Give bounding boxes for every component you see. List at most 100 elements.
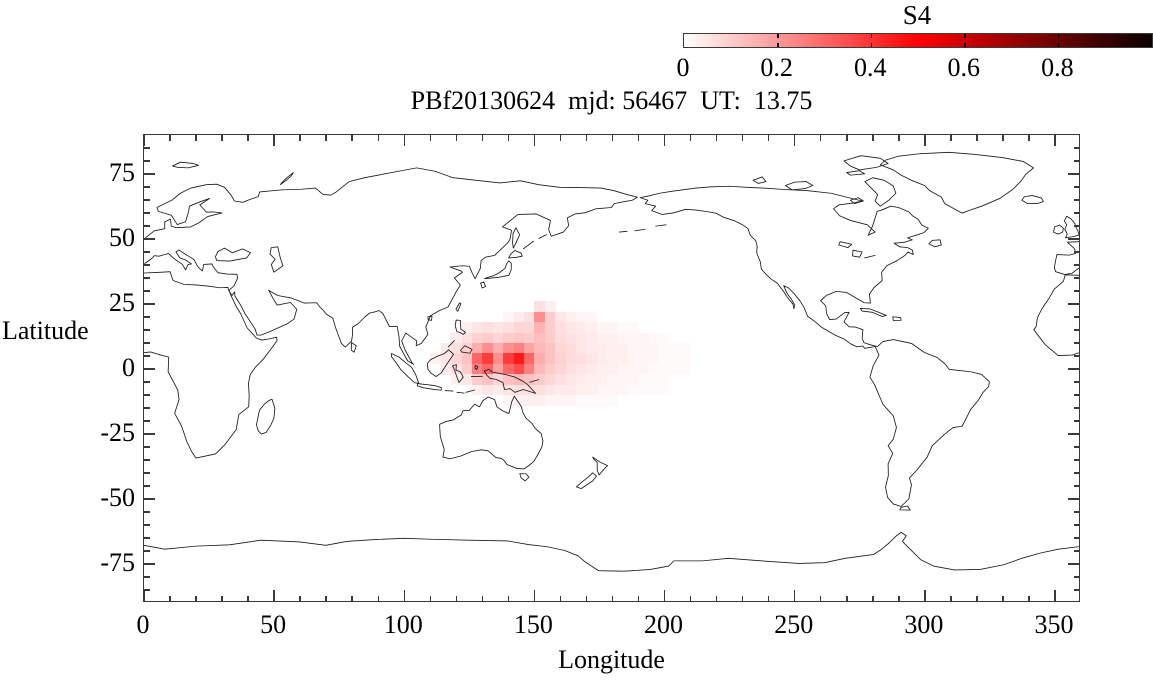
heatmap-cell	[471, 384, 483, 396]
y-tick	[1073, 459, 1079, 461]
coastline-java	[417, 384, 441, 391]
heatmap-cell	[513, 395, 525, 406]
heatmap-cell	[524, 363, 535, 375]
heatmap-cell	[544, 353, 556, 365]
coastline-newfoundland	[929, 240, 941, 247]
y-tick	[1073, 524, 1079, 526]
heatmap-cell	[565, 395, 577, 406]
coastline-baffin	[865, 178, 896, 206]
x-tick	[1002, 135, 1004, 141]
heatmap-cell	[659, 363, 671, 375]
y-tick-label: -75	[100, 548, 135, 577]
coastline-mindanao	[461, 346, 472, 354]
coastline-nz-north	[593, 457, 608, 475]
heatmap-cell	[628, 363, 639, 375]
y-tick	[1073, 290, 1079, 292]
heatmap-cell	[565, 353, 577, 365]
x-tick	[611, 595, 614, 601]
y-tick	[1068, 238, 1079, 240]
heatmap-cell	[482, 353, 494, 365]
y-tick	[1073, 277, 1079, 279]
heatmap-cell	[576, 363, 587, 375]
x-tick	[533, 135, 536, 146]
heatmap-cell	[628, 384, 639, 396]
heatmap-cell	[513, 343, 525, 354]
x-tick	[221, 135, 223, 141]
y-tick	[1073, 186, 1079, 188]
x-tick	[377, 595, 379, 601]
plot-area	[143, 134, 1080, 602]
y-tick-label: -25	[100, 418, 135, 447]
heatmap-cell	[534, 332, 546, 344]
coastline-halmahera	[475, 365, 478, 369]
heatmap-cell	[492, 343, 504, 354]
coastline-eurasia	[144, 168, 637, 364]
y-tick	[144, 316, 150, 318]
heatmap-cell	[513, 363, 525, 375]
heatmap-cell	[680, 353, 691, 365]
colorbar-tick	[1057, 34, 1060, 38]
heatmap-cell	[471, 374, 483, 385]
heatmap-cell	[669, 343, 681, 354]
x-tick	[299, 595, 301, 601]
heatmap-cell	[503, 363, 514, 375]
y-tick	[144, 355, 150, 357]
heatmap-cell	[471, 343, 483, 354]
y-tick	[1073, 251, 1079, 253]
heatmap-cell	[628, 374, 639, 385]
x-tick	[637, 135, 640, 141]
heatmap-cell	[607, 343, 619, 354]
coastline-africa-west	[1034, 275, 1079, 356]
y-tick-label: -50	[100, 483, 135, 512]
coastline-caspian-sea	[270, 247, 283, 272]
heatmap-cell	[669, 353, 681, 365]
coastline-hokkaido	[509, 250, 523, 258]
y-tick	[1073, 329, 1079, 331]
heatmap-cell	[596, 363, 608, 375]
x-tick-label: 0	[136, 610, 150, 639]
x-tick	[1028, 595, 1030, 601]
heatmap-cell	[461, 343, 473, 354]
x-tick	[481, 595, 484, 601]
x-tick	[819, 135, 822, 141]
y-tick	[144, 329, 150, 331]
coastline-sri-lanka	[351, 343, 356, 353]
x-tick	[663, 590, 666, 601]
coastline-sumatra	[391, 354, 419, 384]
y-tick	[1073, 147, 1079, 149]
y-tick	[144, 485, 150, 487]
heatmap-cell	[607, 374, 619, 385]
x-tick	[741, 595, 744, 601]
heatmap-cell	[586, 343, 598, 354]
y-tick	[1073, 576, 1079, 578]
colorbar-tick-label: 0.6	[947, 53, 981, 82]
y-tick	[144, 537, 150, 539]
heatmap-cell	[638, 363, 650, 375]
heatmap-cell	[617, 322, 629, 333]
y-tick	[1073, 485, 1079, 487]
heatmap-cell	[555, 374, 567, 385]
x-tick	[1002, 595, 1004, 601]
heatmap-cell	[596, 384, 608, 396]
x-tick	[325, 135, 327, 141]
heatmap-cell	[440, 353, 452, 365]
y-tick	[144, 511, 150, 513]
x-tick	[819, 595, 822, 601]
heatmap-cell	[534, 374, 546, 385]
heatmap-cell	[524, 395, 535, 406]
heatmap-cell	[586, 363, 598, 375]
y-tick	[1068, 433, 1079, 435]
heatmap-cell	[451, 374, 462, 385]
axis-ticks	[143, 135, 1079, 601]
y-tick	[144, 589, 150, 591]
x-tick	[403, 590, 406, 601]
heatmap-cell	[534, 301, 546, 313]
heatmap-cell	[638, 374, 650, 385]
y-tick	[1073, 225, 1079, 227]
heatmap-cell	[607, 363, 619, 375]
heatmap-cell	[555, 363, 567, 375]
x-tick	[637, 595, 640, 601]
x-tick	[1028, 135, 1030, 141]
heatmap-cell	[451, 363, 462, 375]
coastline-africa-east	[144, 272, 277, 458]
